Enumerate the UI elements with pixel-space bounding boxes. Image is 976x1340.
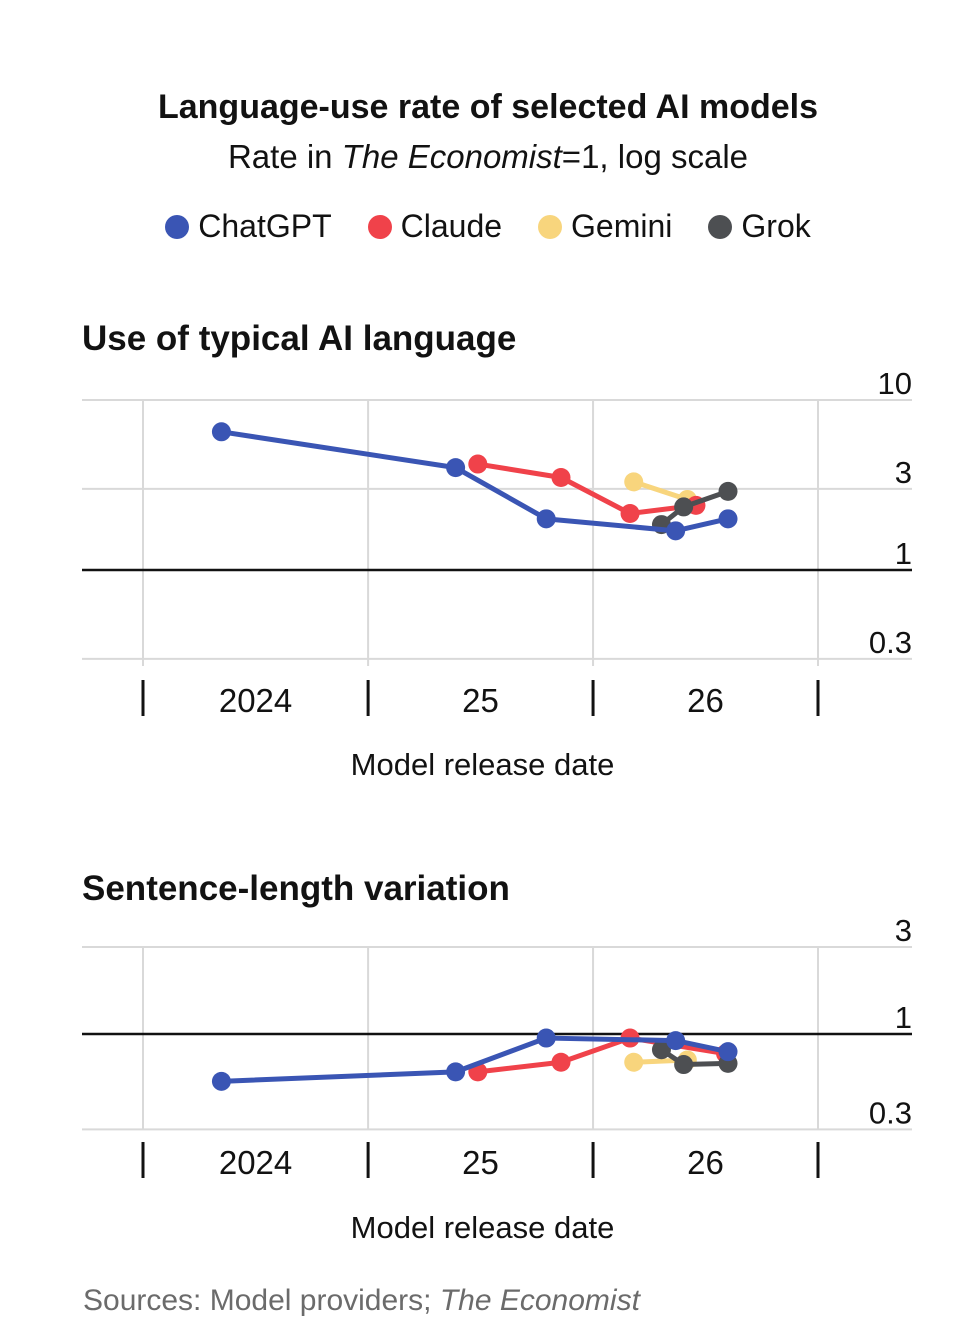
legend-label-claude: Claude bbox=[400, 208, 503, 244]
p2-point-chatgpt bbox=[446, 1062, 466, 1082]
subtitle-prefix: Rate in bbox=[227, 138, 342, 175]
legend-item-chatgpt: ChatGPT bbox=[165, 208, 332, 245]
p1-x-tick-label: 26 bbox=[687, 682, 724, 719]
p2-point-gemini bbox=[624, 1052, 644, 1072]
p1-point-grok bbox=[718, 481, 738, 501]
legend: ChatGPT Claude Gemini Grok bbox=[0, 208, 976, 245]
legend-swatch-gemini bbox=[538, 214, 563, 239]
source-note: Sources: Model providers; The Economist bbox=[83, 1284, 640, 1318]
legend-label-grok: Grok bbox=[741, 208, 811, 244]
chart-subtitle: Rate in The Economist=1, log scale bbox=[0, 138, 976, 176]
legend-item-gemini: Gemini bbox=[538, 208, 672, 245]
p1-point-claude bbox=[620, 503, 640, 523]
p2-x-axis-label: Model release date bbox=[351, 1210, 615, 1245]
p2-x-tick-label: 26 bbox=[687, 1144, 724, 1181]
p1-y-tick-label: 3 bbox=[895, 455, 912, 490]
p1-point-claude bbox=[468, 454, 488, 474]
legend-swatch-claude bbox=[367, 214, 392, 239]
legend-label-gemini: Gemini bbox=[571, 208, 673, 244]
p2-y-tick-label: 0.3 bbox=[869, 1095, 912, 1130]
p2-point-chatgpt bbox=[666, 1031, 686, 1051]
subtitle-italic: The Economist bbox=[341, 138, 562, 175]
p1-x-axis-label: Model release date bbox=[351, 747, 615, 782]
p2-point-claude bbox=[551, 1052, 571, 1072]
chart-panel-1: Use of typical AI language 10 3 1 0.3 2024 25 2… bbox=[82, 319, 912, 782]
p1-point-claude bbox=[551, 468, 571, 488]
p2-point-chatgpt bbox=[211, 1071, 231, 1091]
p2-point-grok bbox=[674, 1055, 694, 1075]
p1-series-line-claude bbox=[475, 461, 699, 516]
legend-swatch-chatgpt bbox=[165, 214, 190, 239]
p2-x-tick-label: 2024 bbox=[219, 1144, 292, 1181]
p2-x-tick-label: 25 bbox=[462, 1144, 499, 1181]
p1-point-chatgpt bbox=[718, 509, 738, 529]
p1-point-gemini bbox=[624, 472, 644, 492]
p1-point-chatgpt bbox=[211, 422, 231, 442]
p2-panel-title: Sentence-length variation bbox=[82, 869, 510, 908]
p2-y-tick-label: 1 bbox=[895, 1000, 912, 1035]
p2-y-tick-label: 3 bbox=[895, 913, 912, 948]
p1-y-tick-label: 10 bbox=[878, 366, 912, 401]
chart-title: Language-use rate of selected AI models bbox=[157, 88, 819, 126]
p1-point-chatgpt bbox=[666, 521, 686, 541]
source-italic: The Economist bbox=[439, 1284, 640, 1317]
p1-point-grok bbox=[674, 497, 694, 517]
p1-x-tick-label: 2024 bbox=[219, 682, 292, 719]
p1-point-chatgpt bbox=[536, 509, 556, 529]
legend-item-grok: Grok bbox=[708, 208, 811, 245]
chart-panel-2: Sentence-length variation 3 1 0.3 2024 25 26 Mo… bbox=[82, 869, 912, 1245]
p1-y-tick-label: 1 bbox=[895, 536, 912, 571]
p1-point-chatgpt bbox=[446, 458, 466, 478]
p1-panel-title: Use of typical AI language bbox=[82, 319, 516, 358]
subtitle-suffix: =1, log scale bbox=[561, 138, 749, 175]
p1-series-line-chatgpt bbox=[218, 429, 731, 534]
legend-label-chatgpt: ChatGPT bbox=[198, 208, 332, 244]
p2-point-chatgpt bbox=[718, 1042, 738, 1062]
p2-point-grok bbox=[651, 1040, 671, 1060]
p1-x-tick-label: 25 bbox=[462, 682, 499, 719]
legend-item-claude: Claude bbox=[367, 208, 503, 245]
p2-point-chatgpt bbox=[536, 1028, 556, 1048]
p1-y-tick-label: 0.3 bbox=[869, 625, 912, 660]
source-prefix: Sources: Model providers; bbox=[83, 1284, 440, 1317]
legend-swatch-grok bbox=[708, 214, 733, 239]
